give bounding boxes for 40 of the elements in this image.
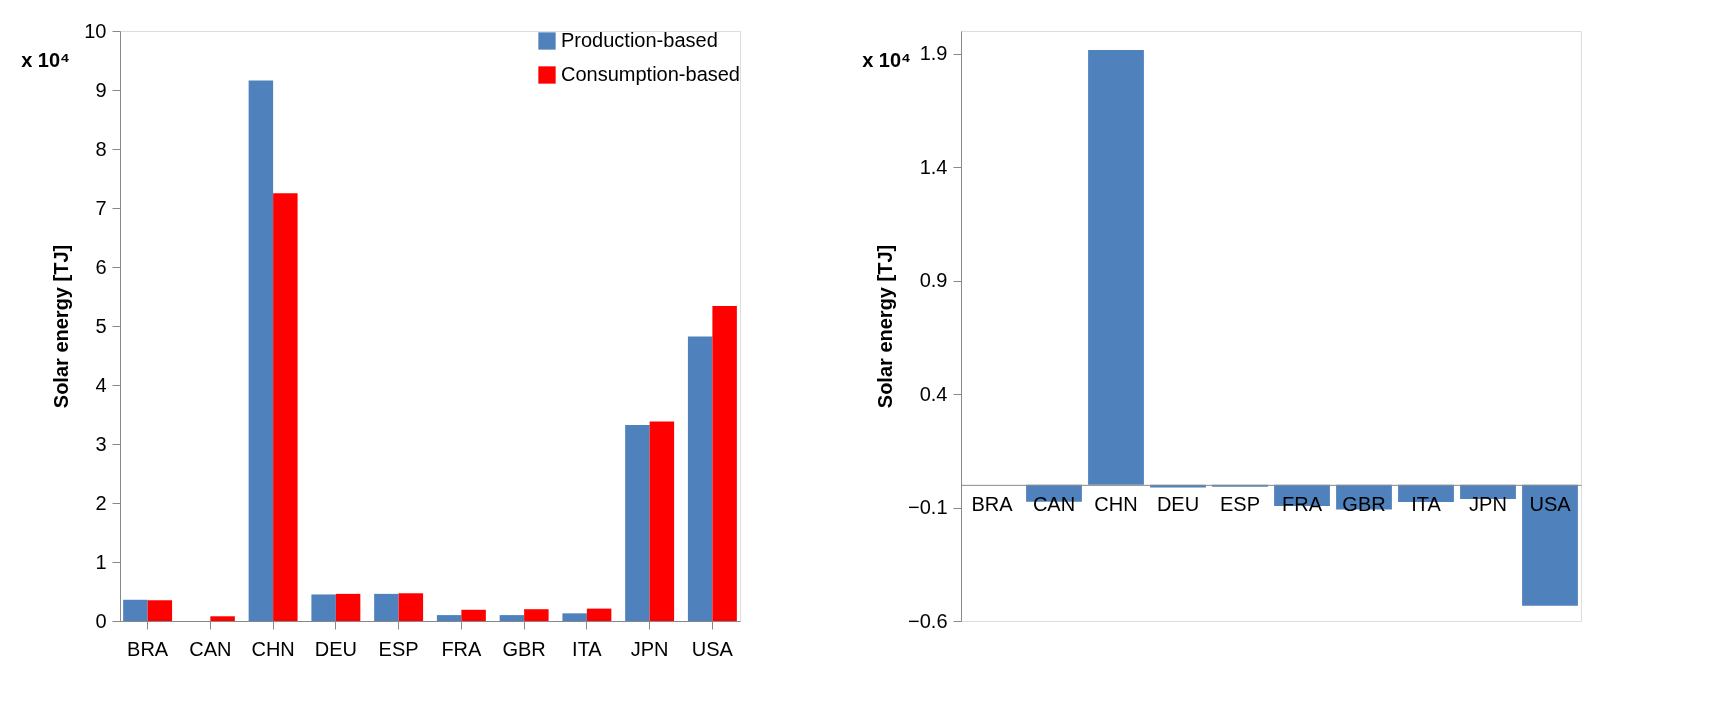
x-tick-label: JPN (1469, 493, 1507, 516)
y-tick-label: 2 (95, 491, 107, 514)
y-tick-label: 10 (84, 19, 107, 42)
y-tick-label: 9 (95, 78, 107, 101)
x-tick-label: ITA (572, 637, 603, 660)
y-tick-label: −0.6 (908, 609, 948, 632)
x-tick-label: ESP (378, 637, 419, 660)
x-tick-label: DEU (314, 637, 357, 660)
y-axis-title: Solar energy [TJ] (50, 244, 73, 409)
y-tick-label: 0.9 (919, 269, 948, 292)
x-tick-label: CAN (189, 637, 232, 660)
text: x 10⁴ (21, 49, 70, 71)
x-tick-label: CHN (1094, 493, 1138, 516)
y-tick-label: 8 (95, 137, 107, 160)
y-tick-label: 1.4 (919, 155, 948, 178)
x-tick-label: BRA (971, 493, 1014, 516)
y-tick-label: 7 (95, 196, 107, 219)
x-tick-label: DEU (1156, 493, 1200, 516)
x-tick-label: ESP (1219, 493, 1261, 516)
x-tick-label: GBR (502, 637, 546, 660)
y-tick-label: 0 (95, 609, 107, 632)
x-tick-label: JPN (630, 637, 669, 660)
x-tick-label: GBR (1342, 493, 1386, 516)
x-tick-label: BRA (127, 637, 169, 660)
y-axis-title: Solar energy [TJ] (874, 244, 897, 409)
x-tick-label: USA (691, 637, 734, 660)
y-tick-label: 1.9 (919, 42, 948, 65)
y-tick-label: 1 (95, 550, 107, 573)
y-tick-label: 4 (95, 373, 107, 396)
y-tick-label: −0.1 (908, 496, 948, 519)
x-tick-label: CHN (251, 637, 295, 660)
x-tick-label: FRA (441, 637, 483, 660)
legend-label: Production-based (561, 29, 718, 51)
text: x 10⁴ (862, 49, 911, 71)
y-tick-label: 0.4 (919, 382, 948, 405)
y-tick-label: 6 (95, 255, 107, 278)
x-tick-label: USA (1529, 493, 1572, 516)
y-tick-label: 3 (95, 432, 107, 455)
y-tick-label: 5 (95, 314, 107, 337)
legend-label: Consumption-based (561, 63, 740, 85)
